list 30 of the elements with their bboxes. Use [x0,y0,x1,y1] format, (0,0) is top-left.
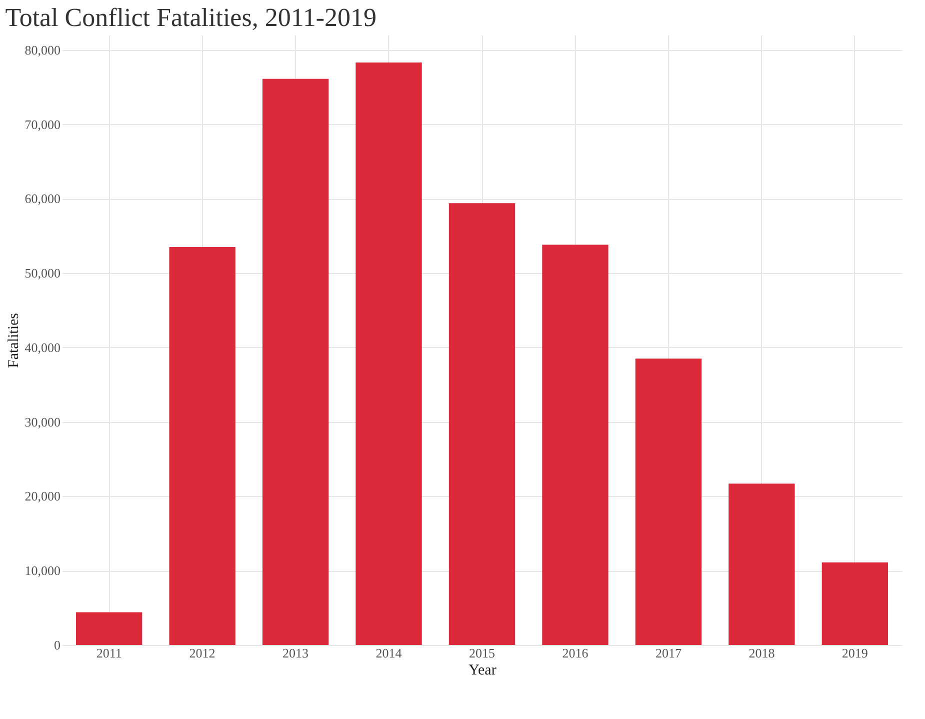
bar [76,612,142,645]
y-axis-title: Fatalities [6,312,22,368]
chart-title: Total Conflict Fatalities, 2011-2019 [5,3,377,32]
y-tick-label: 40,000 [24,340,60,355]
bar [169,247,236,645]
x-axis-title: Year [468,662,496,678]
x-tick-label: 2017 [655,646,682,660]
bar [542,244,608,645]
y-tick-label: 20,000 [24,488,60,504]
x-tick-label: 2015 [469,646,495,660]
y-tick-label: 70,000 [24,116,60,132]
bar [262,78,329,645]
bar [728,484,795,645]
y-tick-label: 30,000 [24,414,60,430]
y-tick-label: 50,000 [24,266,60,281]
x-tick-label: 2018 [748,646,775,660]
y-tick-label: 60,000 [24,191,60,206]
y-tick-label: 10,000 [24,563,60,578]
x-tick-label: 2012 [189,646,216,660]
bar [822,562,888,645]
x-tick-label: 2013 [282,646,309,660]
x-tick-label: 2011 [96,646,122,660]
x-tick-label: 2014 [376,646,402,660]
x-tick-label: 2016 [562,646,589,660]
bar [635,358,702,645]
x-tick-label: 2019 [842,646,868,660]
y-tick-label: 80,000 [24,42,60,58]
y-tick-label: 0 [54,638,60,652]
bar [356,62,422,645]
bar [448,203,516,645]
